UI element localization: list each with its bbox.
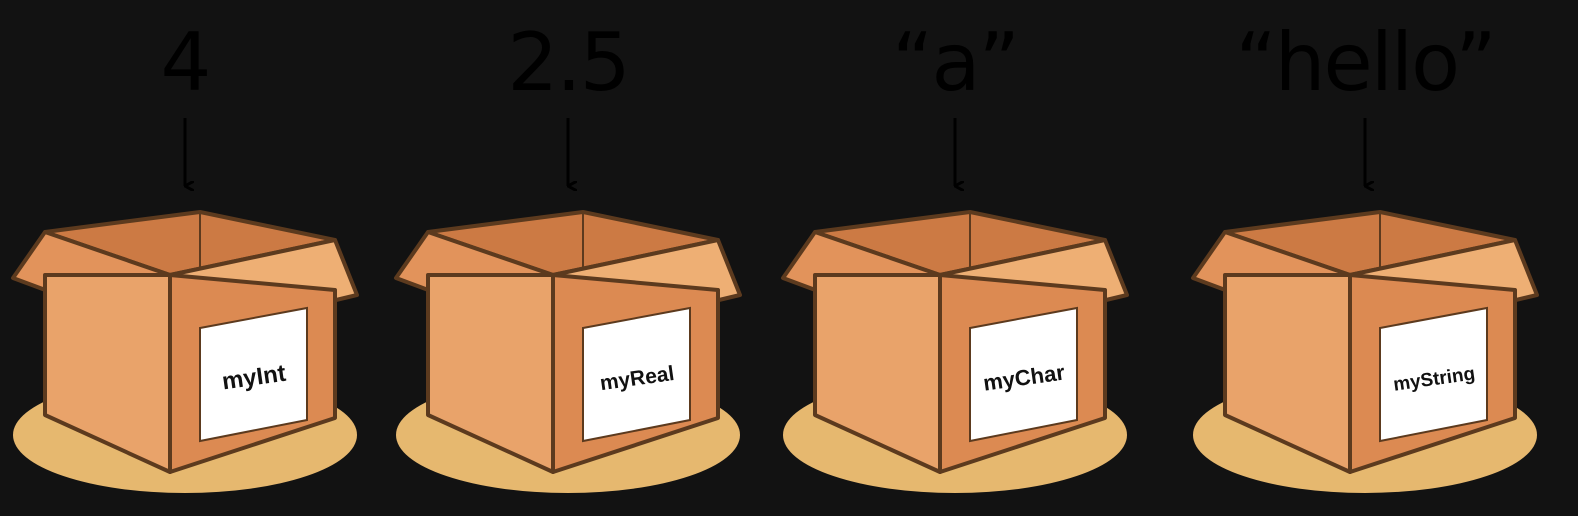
cardboard-box-icon [781,210,1129,493]
variable-box-mychar: “a” myChar [781,16,1129,493]
value-text: “a” [892,16,1018,109]
cardboard-box-icon [1191,210,1539,493]
value-text: “hello” [1235,16,1494,109]
variable-box-myreal: 2.5 myReal [394,16,742,493]
value-text: 4 [161,16,210,109]
variable-box-mystring: “hello” myString [1191,16,1539,493]
value-text: 2.5 [507,16,628,109]
cardboard-box-icon [394,210,742,493]
variable-box-myint: 4 myInt [11,16,359,493]
cardboard-box-icon [11,210,359,493]
